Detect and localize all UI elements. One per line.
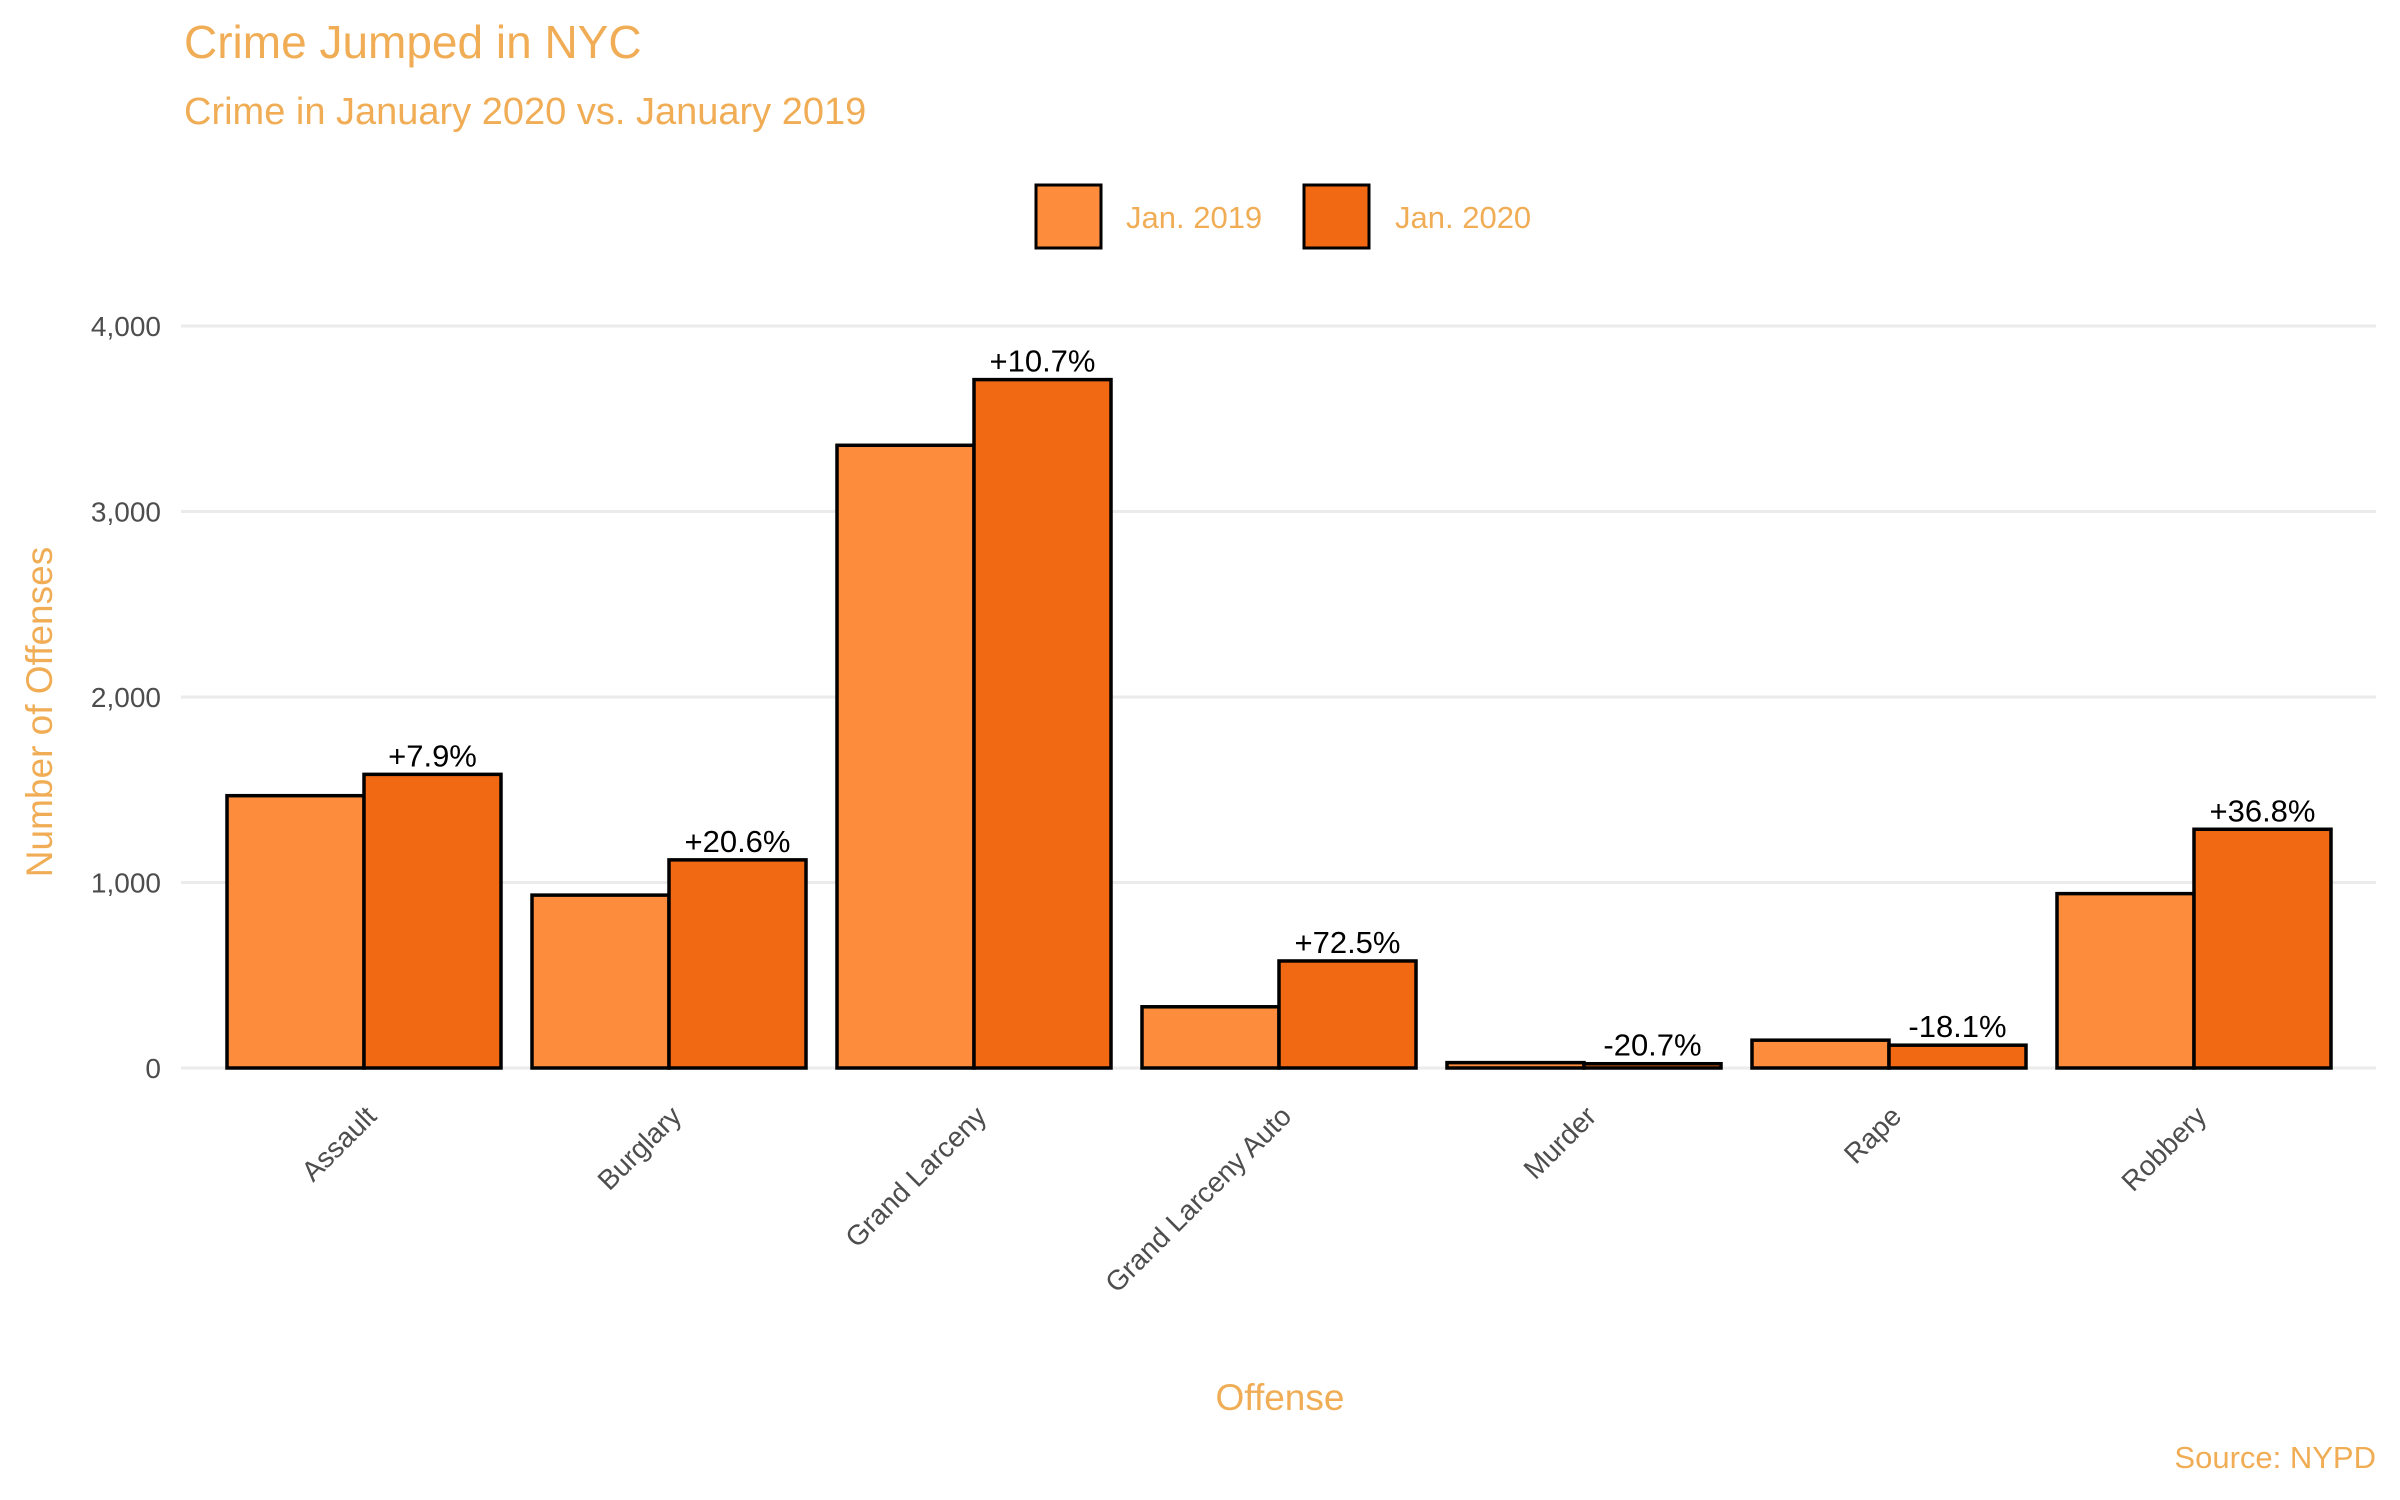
bar-2020: [1582, 1061, 1723, 1070]
legend-swatch-2020: [1302, 183, 1371, 250]
x-tick-label: Murder: [1518, 1100, 1603, 1185]
chart-subtitle: Crime in January 2020 vs. January 2019: [184, 91, 866, 133]
bar-2020: [362, 772, 503, 1070]
data-label: -18.1%: [1908, 1009, 2006, 1044]
bar-2019: [2055, 891, 2196, 1070]
data-label: +20.6%: [684, 824, 790, 859]
x-tick-label: Grand Larceny Auto: [1099, 1100, 1297, 1298]
x-tick-label: Grand Larceny: [839, 1100, 992, 1253]
legend: Jan. 2019 Jan. 2020: [1034, 183, 1531, 250]
bar-2019: [530, 893, 671, 1070]
y-tick-label: 0: [145, 1053, 161, 1084]
bar-2019: [835, 443, 976, 1070]
x-tick-label: Burglary: [592, 1100, 688, 1196]
bar-2019: [225, 793, 366, 1070]
legend-swatch-2019: [1034, 183, 1103, 250]
bar-2020: [1277, 959, 1418, 1070]
data-label: -20.7%: [1603, 1028, 1701, 1063]
x-tick-label: Assault: [295, 1100, 382, 1187]
x-axis-title: Offense: [1216, 1377, 1345, 1418]
legend-label-2019: Jan. 2019: [1126, 200, 1262, 235]
y-tick-label: 4,000: [91, 311, 161, 342]
bar-2020: [667, 858, 808, 1070]
bar-2020: [1887, 1043, 2028, 1070]
y-axis-title: Number of Offenses: [19, 547, 60, 877]
y-tick-label: 1,000: [91, 868, 161, 899]
legend-label-2020: Jan. 2020: [1395, 200, 1531, 235]
y-tick-label: 3,000: [91, 497, 161, 528]
data-label: +36.8%: [2209, 793, 2315, 828]
bar-2019: [1140, 1005, 1281, 1070]
x-tick-label: Robbery: [2115, 1100, 2212, 1197]
data-label: +10.7%: [989, 344, 1095, 379]
data-label: +7.9%: [388, 738, 477, 773]
y-tick-label: 2,000: [91, 682, 161, 713]
bar-2019: [1445, 1060, 1586, 1070]
bar-2020: [2192, 827, 2333, 1070]
bar-2019: [1750, 1038, 1891, 1070]
source-caption: Source: NYPD: [2174, 1440, 2376, 1475]
chart-title: Crime Jumped in NYC: [184, 16, 642, 68]
x-tick-label: Rape: [1838, 1100, 1907, 1169]
data-label: +72.5%: [1294, 925, 1400, 960]
bar-2020: [972, 377, 1113, 1070]
